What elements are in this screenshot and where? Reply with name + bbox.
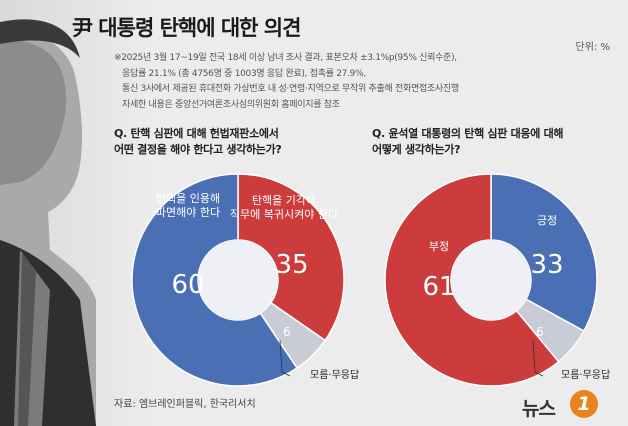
value-label-reject: 35 bbox=[275, 250, 308, 280]
slice-label-negative: 부정 bbox=[429, 240, 449, 253]
question-line: 어떤 결정을 해야 한다고 생각하는가? bbox=[114, 143, 282, 156]
value-label-positive: 33 bbox=[530, 250, 563, 280]
survey-notes: ※2025년 3월 17~19일 전국 18세 이상 남녀 조사 결과, 표본오… bbox=[114, 51, 459, 113]
value-label-unknown: 6 bbox=[283, 325, 291, 339]
value-label-unknown: 6 bbox=[536, 325, 544, 339]
question-line: Q. 탄핵 심판에 대해 헌법재판소에서 bbox=[114, 127, 279, 140]
slice-label-uphold: 탄핵을 인용해 bbox=[156, 191, 220, 205]
leader-line bbox=[279, 339, 291, 377]
value-label-uphold: 60 bbox=[171, 270, 204, 300]
source-credit: 자료: 엠브레인퍼블릭, 한국리서치 bbox=[114, 399, 256, 410]
slice-label-reject: 직무에 복귀시켜야 한다 bbox=[230, 208, 338, 221]
slice-label-unknown: 모름·무응답 bbox=[310, 369, 359, 381]
slice-label-positive: 긍정 bbox=[537, 214, 557, 227]
news1-logo: 뉴스 1 bbox=[522, 390, 618, 420]
donut-hole bbox=[451, 240, 531, 320]
slice-label-uphold: 파면해야 한다 bbox=[156, 205, 220, 219]
survey-note-line: 자세한 내용은 중앙선거여론조사심의위원회 홈페이지를 참조 bbox=[122, 99, 340, 110]
question-2: Q. 윤석열 대통령의 탄핵 심판 대응에 대해 어떻게 생각하는가? bbox=[372, 126, 564, 158]
question-line: 어떻게 생각하는가? bbox=[372, 143, 461, 156]
survey-note-line: 응답률 21.1% (총 4756명 중 1003명 응답 완료), 접촉률 2… bbox=[122, 68, 366, 79]
portrait-photo bbox=[0, 0, 150, 426]
chart-title: 尹 대통령 탄핵에 대한 의견 bbox=[72, 16, 301, 40]
question-line: Q. 윤석열 대통령의 탄핵 심판 대응에 대해 bbox=[372, 127, 564, 140]
value-label-negative: 61 bbox=[422, 272, 455, 302]
unit-label: 단위: % bbox=[575, 42, 610, 53]
logo-text: 뉴스 bbox=[522, 398, 556, 420]
survey-note-line: ※2025년 3월 17~19일 전국 18세 이상 남녀 조사 결과, 표본오… bbox=[114, 53, 457, 63]
slice-label-reject: 탄핵을 기각해 bbox=[252, 193, 316, 207]
donut-hole bbox=[198, 240, 278, 320]
logo-badge: 1 bbox=[570, 390, 598, 418]
slice-label-unknown: 모름·무응답 bbox=[561, 369, 610, 381]
donut-chart-response-evaluation: 33 긍정 6 모름·무응답 61 부정 bbox=[384, 173, 610, 387]
leader-line bbox=[532, 339, 544, 377]
question-1: Q. 탄핵 심판에 대해 헌법재판소에서 어떤 결정을 해야 한다고 생각하는가… bbox=[114, 126, 282, 158]
survey-note-line: 통신 3사에서 제공된 휴대전화 가상번호 내 성·연령·지역으로 무작위 추출… bbox=[122, 84, 459, 94]
